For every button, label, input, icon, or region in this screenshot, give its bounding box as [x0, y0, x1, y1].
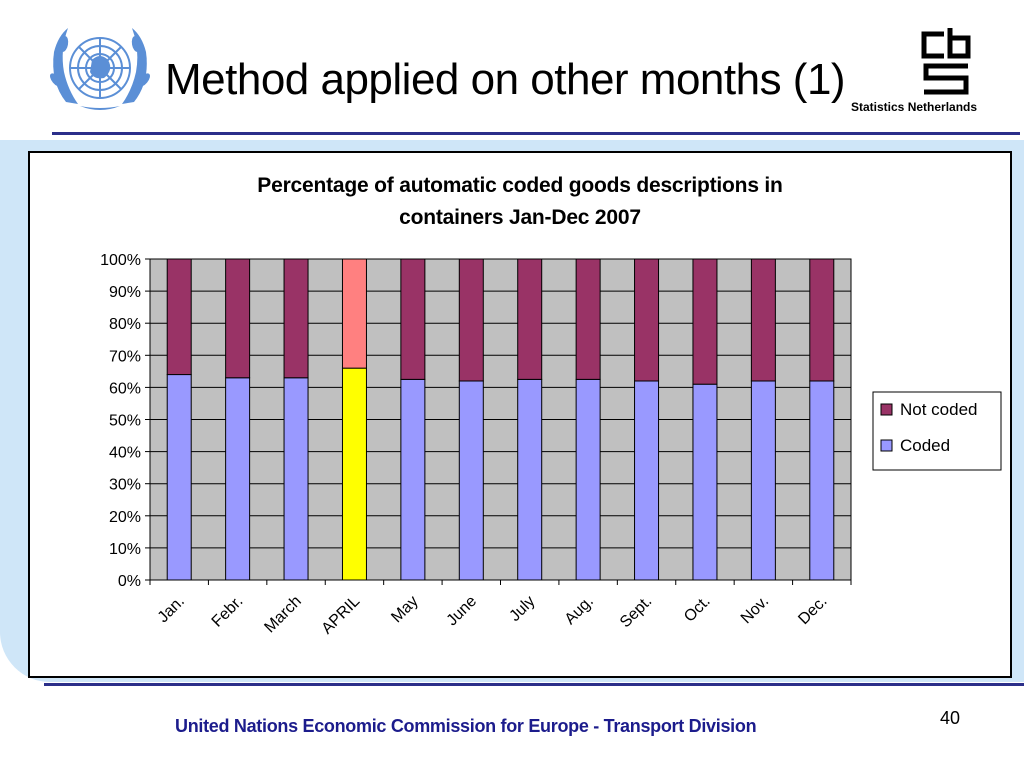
- bar-not-coded: [225, 258, 251, 379]
- bar-coded: [575, 378, 601, 581]
- legend-label: Not coded: [900, 400, 978, 419]
- bar-not-coded: [283, 258, 309, 379]
- legend-box: [872, 391, 1002, 471]
- bar-not-coded: [634, 258, 660, 382]
- y-tick-label: 50%: [109, 413, 141, 430]
- page-number: 40: [940, 708, 961, 728]
- bar-coded: [458, 380, 484, 581]
- un-emblem-logo: [50, 28, 150, 110]
- x-tick-label: March: [261, 593, 304, 636]
- chart-title-line-2: containers Jan-Dec 2007: [399, 206, 641, 229]
- bar-coded: [517, 378, 543, 581]
- bar-coded: [283, 377, 309, 581]
- y-tick-label: 30%: [109, 477, 141, 494]
- legend-swatch: [880, 403, 893, 416]
- x-tick-label: Sept.: [617, 593, 655, 631]
- bar-not-coded: [400, 258, 426, 380]
- y-tick-label: 100%: [100, 252, 141, 269]
- footer-divider: [44, 683, 1024, 686]
- bar-coded: [225, 377, 251, 581]
- bar-not-coded: [517, 258, 543, 380]
- bar-not-coded: [750, 258, 776, 382]
- bar-coded: [809, 380, 835, 581]
- cbs-logo: [921, 28, 971, 95]
- y-tick-label: 20%: [109, 509, 141, 526]
- bar-not-coded: [692, 258, 718, 385]
- bar-coded: [341, 367, 367, 581]
- y-tick-label: 10%: [109, 541, 141, 558]
- bar-not-coded: [341, 258, 367, 369]
- footer-text: United Nations Economic Commission for E…: [175, 716, 757, 736]
- stacked-bar-chart: 0% 10% 20% 30% 40% 50% 60% 70% 80% 90% 100% Jan. Feb…: [100, 252, 1002, 638]
- y-tick-label: 90%: [109, 284, 141, 301]
- chart-panel: Percentage of automatic coded goods desc…: [28, 151, 1012, 678]
- slide-title: Method applied on other months (1): [165, 55, 846, 104]
- bar-coded: [692, 383, 718, 581]
- title-divider: [52, 132, 1020, 135]
- bar-coded: [400, 378, 426, 581]
- x-tick-label: Jan.: [155, 593, 188, 626]
- bar-not-coded: [166, 258, 192, 376]
- bar-not-coded: [575, 258, 601, 380]
- x-tick-label: Oct.: [681, 593, 714, 626]
- bar-not-coded: [809, 258, 835, 382]
- x-tick-label: May: [388, 593, 421, 626]
- bar-coded: [634, 380, 660, 581]
- y-tick-label: 0%: [118, 573, 141, 590]
- chart-title-line-1: Percentage of automatic coded goods desc…: [257, 174, 783, 197]
- bar-not-coded: [458, 258, 484, 382]
- bar-coded: [166, 374, 192, 581]
- x-tick-label: June: [444, 593, 481, 630]
- x-tick-label: Nov.: [738, 593, 772, 627]
- x-tick-label: Aug.: [562, 593, 597, 628]
- y-tick-label: 60%: [109, 380, 141, 397]
- y-tick-label: 40%: [109, 445, 141, 462]
- legend-swatch: [880, 439, 893, 452]
- bar-coded: [750, 380, 776, 581]
- org-caption: Statistics Netherlands: [851, 100, 978, 114]
- y-tick-label: 70%: [109, 348, 141, 365]
- legend-label: Coded: [900, 436, 950, 455]
- x-tick-label: Dec.: [795, 593, 830, 628]
- x-tick-label: Febr.: [209, 593, 247, 631]
- y-tick-label: 80%: [109, 316, 141, 333]
- x-tick-label: APRIL: [319, 593, 364, 638]
- x-tick-label: July: [506, 593, 538, 625]
